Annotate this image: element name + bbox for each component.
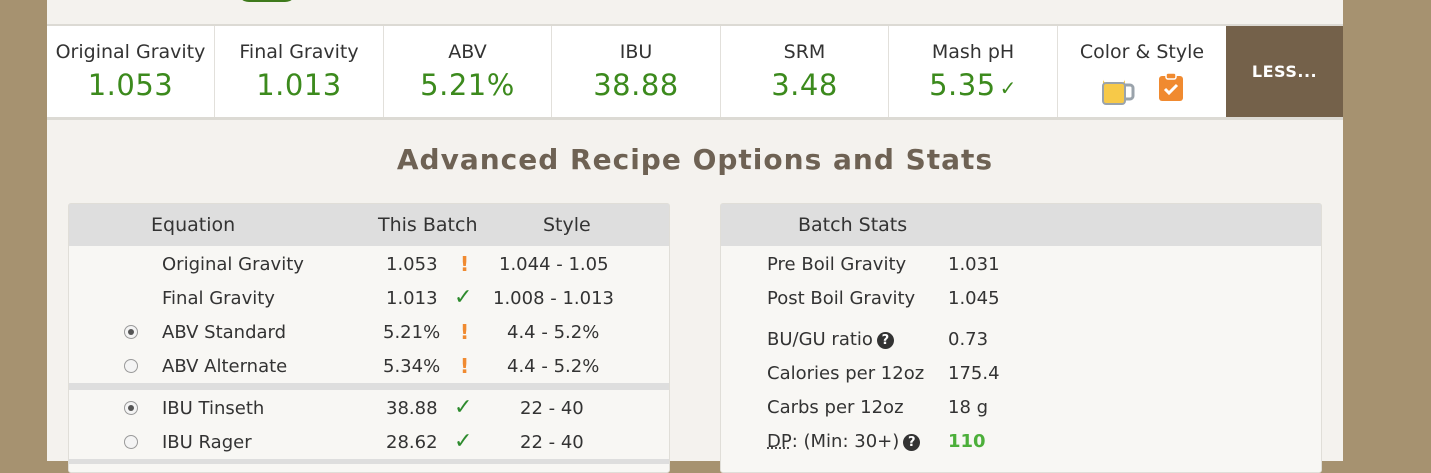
abv-alternate-radio[interactable] (124, 359, 138, 373)
stat-label: Mash pH (931, 41, 1015, 63)
table-row: Post Boil Gravity 1.045 (721, 281, 1321, 315)
ibu-rager-radio[interactable] (124, 435, 138, 449)
row-range: 22 - 40 (520, 398, 584, 419)
row-name: Original Gravity (162, 254, 304, 275)
stats-bar: Original Gravity 1.053 Final Gravity 1.0… (47, 24, 1343, 120)
col-this-batch: This Batch (378, 214, 478, 236)
batch-stats-table: Batch Stats Pre Boil Gravity 1.031 Post … (720, 203, 1322, 473)
row-name: DP: (Min: 30+)? (767, 431, 921, 452)
table-header: Batch Stats (721, 204, 1321, 246)
check-icon: ✓ (454, 395, 473, 420)
table-row: IBU Tinseth 38.88 ✓ 22 - 40 (69, 391, 669, 425)
abv-standard-radio[interactable] (124, 325, 138, 339)
stat-value: 3.48 (771, 68, 838, 102)
help-icon[interactable]: ? (903, 434, 921, 451)
row-value: 28.62 (386, 432, 438, 453)
row-name: ABV Standard (162, 322, 287, 343)
recipe-panel: Original Gravity 1.053 Final Gravity 1.0… (47, 0, 1343, 473)
row-value: 175.4 (948, 363, 1000, 384)
divider (69, 459, 669, 464)
col-equation: Equation (151, 214, 236, 236)
stat-value: 38.88 (593, 68, 679, 102)
stat-value: 5.21% (420, 68, 515, 102)
stat-abv: ABV 5.21% (384, 26, 552, 117)
stat-label: Final Gravity (239, 41, 359, 63)
row-name: ABV Alternate (162, 356, 288, 377)
stat-label: Color & Style (1079, 41, 1205, 63)
row-value: 110 (948, 431, 986, 452)
decorative-shape (237, 0, 297, 2)
row-value: 38.88 (386, 398, 438, 419)
dp-min-label: : (Min: 30+) (791, 431, 900, 452)
row-value: 1.053 (386, 254, 438, 275)
table-row: ABV Standard 5.21% ! 4.4 - 5.2% (69, 315, 669, 349)
row-name: Calories per 12oz (767, 363, 925, 384)
stat-value: 1.013 (256, 68, 342, 102)
row-range: 4.4 - 5.2% (507, 322, 600, 343)
row-name: Carbs per 12oz (767, 397, 904, 418)
section-title: Advanced Recipe Options and Stats (396, 143, 994, 176)
warning-icon: ! (460, 320, 470, 344)
row-value: 5.34% (383, 356, 441, 377)
table-header: Equation This Batch Style (69, 204, 669, 246)
col-batch-stats: Batch Stats (798, 214, 908, 236)
divider (69, 383, 669, 390)
bu-gu-label: BU/GU ratio (767, 329, 873, 350)
beer-mug-icon[interactable] (1100, 72, 1136, 106)
row-name: IBU Tinseth (162, 398, 265, 419)
stat-final-gravity: Final Gravity 1.013 (215, 26, 384, 117)
table-row: BU/GU ratio? 0.73 (721, 322, 1321, 356)
check-icon: ✓ (454, 285, 473, 310)
help-icon[interactable]: ? (876, 332, 894, 349)
row-value: 1.031 (948, 254, 1000, 275)
stat-label: IBU (619, 41, 653, 63)
check-icon: ✓ (454, 429, 473, 454)
clipboard-check-icon[interactable] (1158, 72, 1184, 102)
warning-icon: ! (460, 354, 470, 378)
col-style: Style (543, 214, 591, 236)
stat-srm: SRM 3.48 (721, 26, 889, 117)
table-row: Carbs per 12oz 18 g (721, 390, 1321, 424)
stat-label: ABV (448, 41, 487, 63)
mash-ph-value: 5.35 (929, 68, 996, 102)
stat-ibu: IBU 38.88 (552, 26, 721, 117)
row-name: IBU Rager (162, 432, 252, 453)
table-row: Calories per 12oz 175.4 (721, 356, 1321, 390)
table-row: IBU Rager 28.62 ✓ 22 - 40 (69, 425, 669, 459)
stat-value: 1.053 (87, 68, 174, 102)
table-row: ABV Alternate 5.34% ! 4.4 - 5.2% (69, 349, 669, 383)
row-range: 4.4 - 5.2% (507, 356, 600, 377)
stat-original-gravity: Original Gravity 1.053 (47, 26, 215, 117)
row-name: Pre Boil Gravity (767, 254, 907, 275)
stat-label: SRM (783, 41, 826, 63)
row-value: 18 g (948, 397, 989, 418)
row-value: 1.045 (948, 288, 1000, 309)
row-range: 1.008 - 1.013 (493, 288, 614, 309)
less-button[interactable]: LESS... (1226, 26, 1343, 117)
row-name: BU/GU ratio? (767, 329, 894, 350)
top-strip (47, 0, 1343, 24)
table-row: Original Gravity 1.053 ! 1.044 - 1.05 (69, 247, 669, 281)
stat-label: Original Gravity (55, 41, 206, 63)
row-value: 0.73 (948, 329, 989, 350)
warning-icon: ! (460, 252, 470, 276)
stat-mash-ph: Mash pH 5.35 ✓ (889, 26, 1058, 117)
check-icon: ✓ (999, 76, 1017, 100)
row-name: Final Gravity (162, 288, 275, 309)
equation-table: Equation This Batch Style Original Gravi… (68, 203, 670, 473)
table-row: Pre Boil Gravity 1.031 (721, 247, 1321, 281)
stat-value: 5.35 ✓ (889, 68, 1057, 102)
dp-abbr[interactable]: DP (767, 431, 792, 452)
table-row: Final Gravity 1.013 ✓ 1.008 - 1.013 (69, 281, 669, 315)
table-row: DP: (Min: 30+)? 110 (721, 424, 1321, 458)
row-value: 1.013 (386, 288, 438, 309)
row-range: 1.044 - 1.05 (499, 254, 609, 275)
ibu-tinseth-radio[interactable] (124, 401, 138, 415)
row-value: 5.21% (383, 322, 441, 343)
row-name: Post Boil Gravity (767, 288, 916, 309)
stat-color-style: Color & Style (1058, 26, 1226, 117)
row-range: 22 - 40 (520, 432, 584, 453)
